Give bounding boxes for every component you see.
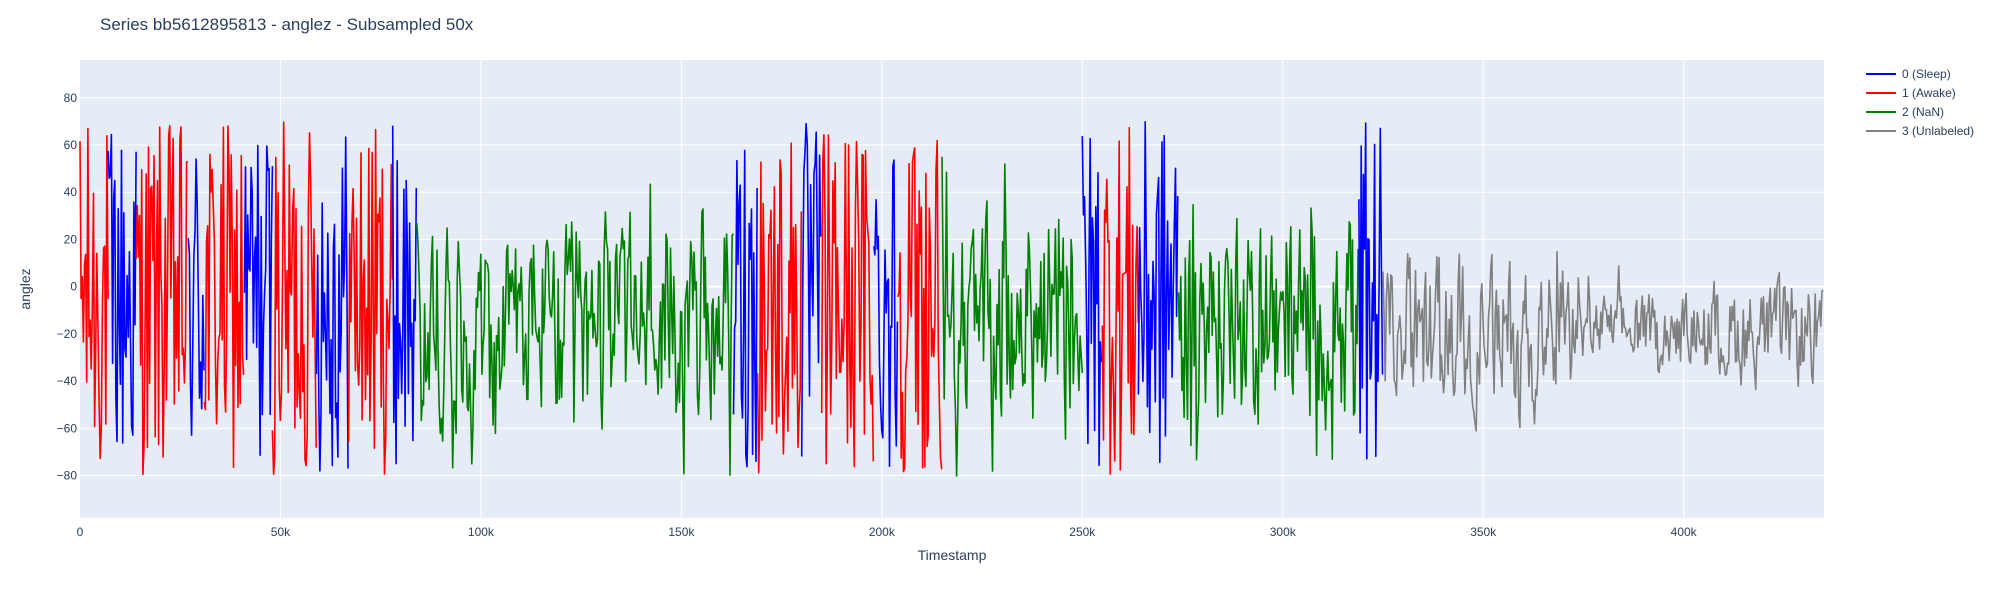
traces: [79, 121, 1824, 477]
x-tick-label: 200k: [869, 525, 896, 539]
trace-segment: [873, 159, 899, 468]
trace-segment: [391, 125, 418, 465]
trace-segment: [79, 127, 109, 460]
trace-segment: [820, 134, 875, 468]
trace-segment: [732, 149, 758, 468]
y-tick-label: 0: [70, 280, 77, 294]
trace-segment: [941, 156, 1084, 477]
trace-segment: [897, 139, 943, 473]
y-tick-label: 20: [64, 232, 78, 246]
y-axis-title: anglez: [17, 268, 33, 309]
trace-segment: [107, 133, 137, 444]
y-tick-label: −20: [57, 327, 78, 341]
trace-segment: [800, 122, 822, 457]
x-tick-label: 400k: [1671, 525, 1698, 539]
trace-segment: [203, 125, 245, 469]
y-axis-ticks: 80 60 40 20 0 −20 −40 −60 −80: [57, 91, 78, 483]
legend-label: 2 (NaN): [1902, 105, 1944, 119]
x-tick-label: 250k: [1069, 525, 1096, 539]
y-tick-label: −80: [57, 469, 78, 483]
trace-segment: [1382, 250, 1824, 432]
y-tick-label: −60: [57, 421, 78, 435]
x-axis-title: Timestamp: [918, 547, 987, 563]
legend: 0 (Sleep) 1 (Awake) 2 (NaN) 3 (Unlabeled): [1866, 67, 1974, 138]
legend-label: 0 (Sleep): [1902, 67, 1951, 81]
x-tick-label: 300k: [1270, 525, 1297, 539]
trace-segment: [347, 128, 394, 475]
trace-segment: [1177, 203, 1359, 461]
x-tick-label: 100k: [468, 525, 495, 539]
grid: [80, 60, 1824, 518]
y-tick-label: 60: [64, 138, 78, 152]
trace-segment: [756, 142, 803, 474]
trace-segment: [1101, 126, 1140, 475]
trace-segment: [416, 183, 735, 476]
chart-title: Series bb5612895813 - anglez - Subsample…: [100, 15, 474, 34]
x-tick-label: 50k: [271, 525, 291, 539]
x-tick-label: 0: [77, 525, 84, 539]
legend-label: 3 (Unlabeled): [1902, 124, 1974, 138]
trace-segment: [1137, 121, 1179, 464]
trace-segment: [187, 158, 205, 436]
x-tick-label: 350k: [1470, 525, 1497, 539]
trace-segment: [243, 144, 274, 457]
y-tick-label: 80: [64, 91, 78, 105]
trace-segment: [1358, 122, 1384, 460]
trace-segment: [315, 136, 349, 472]
x-tick-label: 150k: [668, 525, 695, 539]
trace-segment: [271, 121, 317, 475]
trace-segment: [1081, 136, 1103, 467]
trace-segment: [135, 125, 189, 476]
y-tick-label: −40: [57, 374, 78, 388]
legend-label: 1 (Awake): [1902, 86, 1956, 100]
x-axis-ticks: 0 50k 100k 150k 200k 250k 300k 350k 400k: [77, 525, 1698, 539]
y-tick-label: 40: [64, 185, 78, 199]
